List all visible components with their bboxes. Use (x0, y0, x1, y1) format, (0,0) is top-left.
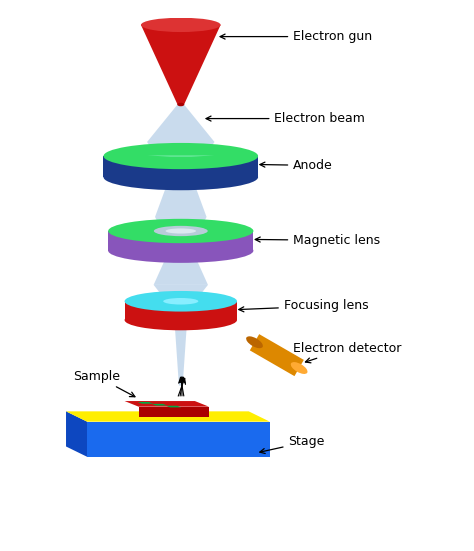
Polygon shape (87, 422, 270, 457)
Ellipse shape (177, 102, 184, 106)
Polygon shape (147, 105, 215, 142)
Polygon shape (108, 231, 254, 251)
Ellipse shape (103, 143, 258, 169)
Ellipse shape (291, 362, 308, 374)
Ellipse shape (108, 219, 254, 243)
Polygon shape (154, 285, 208, 311)
Polygon shape (103, 156, 258, 177)
Ellipse shape (165, 229, 196, 234)
Polygon shape (155, 175, 207, 217)
Ellipse shape (154, 226, 208, 236)
Text: Stage: Stage (260, 435, 325, 453)
Polygon shape (152, 404, 167, 406)
Text: Anode: Anode (260, 159, 333, 172)
Ellipse shape (103, 164, 258, 190)
Polygon shape (137, 402, 153, 404)
Polygon shape (166, 406, 181, 407)
Polygon shape (66, 412, 87, 457)
Text: Focusing lens: Focusing lens (239, 299, 368, 312)
Polygon shape (155, 217, 207, 247)
Ellipse shape (125, 291, 237, 311)
Polygon shape (125, 401, 209, 407)
Text: Electron beam: Electron beam (206, 112, 365, 125)
Ellipse shape (125, 310, 237, 330)
Text: Electron detector: Electron detector (293, 342, 401, 363)
Text: Electron gun: Electron gun (220, 30, 373, 43)
Polygon shape (141, 25, 220, 105)
Polygon shape (174, 311, 188, 386)
Ellipse shape (246, 336, 263, 348)
Polygon shape (147, 142, 215, 175)
Ellipse shape (141, 18, 220, 32)
Ellipse shape (108, 239, 254, 263)
Polygon shape (147, 155, 215, 156)
Ellipse shape (163, 298, 198, 305)
Polygon shape (125, 301, 237, 320)
Text: Sample: Sample (73, 370, 135, 397)
Polygon shape (154, 247, 208, 285)
Text: Magnetic lens: Magnetic lens (255, 234, 380, 247)
Polygon shape (66, 412, 270, 422)
Polygon shape (250, 334, 304, 376)
Polygon shape (138, 407, 209, 417)
